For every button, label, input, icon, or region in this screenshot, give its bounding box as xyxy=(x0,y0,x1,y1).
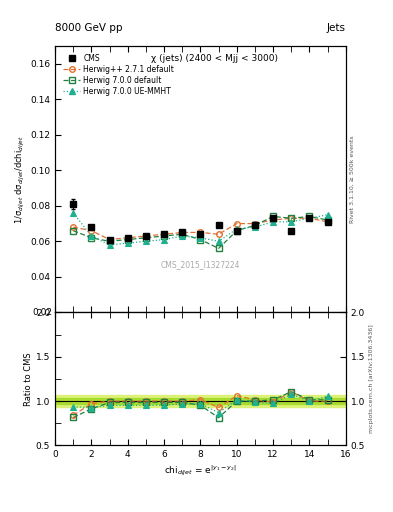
Text: CMS_2015_I1327224: CMS_2015_I1327224 xyxy=(161,260,240,269)
Y-axis label: 1/σ$_{dijet}$ dσ$_{dijet}$/dchi$_{dijet}$: 1/σ$_{dijet}$ dσ$_{dijet}$/dchi$_{dijet}… xyxy=(14,135,27,224)
Y-axis label: Rivet 3.1.10, ≥ 500k events: Rivet 3.1.10, ≥ 500k events xyxy=(350,135,355,223)
Text: 8000 GeV pp: 8000 GeV pp xyxy=(55,23,123,33)
Text: Jets: Jets xyxy=(327,23,346,33)
Y-axis label: mcplots.cern.ch [arXiv:1306.3436]: mcplots.cern.ch [arXiv:1306.3436] xyxy=(369,325,374,433)
Bar xyxy=(55,395,346,407)
X-axis label: chi$_{dijet}$ = e$^{|y_1-y_2|}$: chi$_{dijet}$ = e$^{|y_1-y_2|}$ xyxy=(164,463,237,478)
Bar xyxy=(55,398,346,404)
Legend: CMS, Herwig++ 2.7.1 default, Herwig 7.0.0 default, Herwig 7.0.0 UE-MMHT: CMS, Herwig++ 2.7.1 default, Herwig 7.0.… xyxy=(62,53,176,97)
Text: 0.02: 0.02 xyxy=(32,308,52,317)
Text: χ (jets) (2400 < Mjj < 3000): χ (jets) (2400 < Mjj < 3000) xyxy=(151,54,279,63)
Y-axis label: Ratio to CMS: Ratio to CMS xyxy=(24,352,33,406)
